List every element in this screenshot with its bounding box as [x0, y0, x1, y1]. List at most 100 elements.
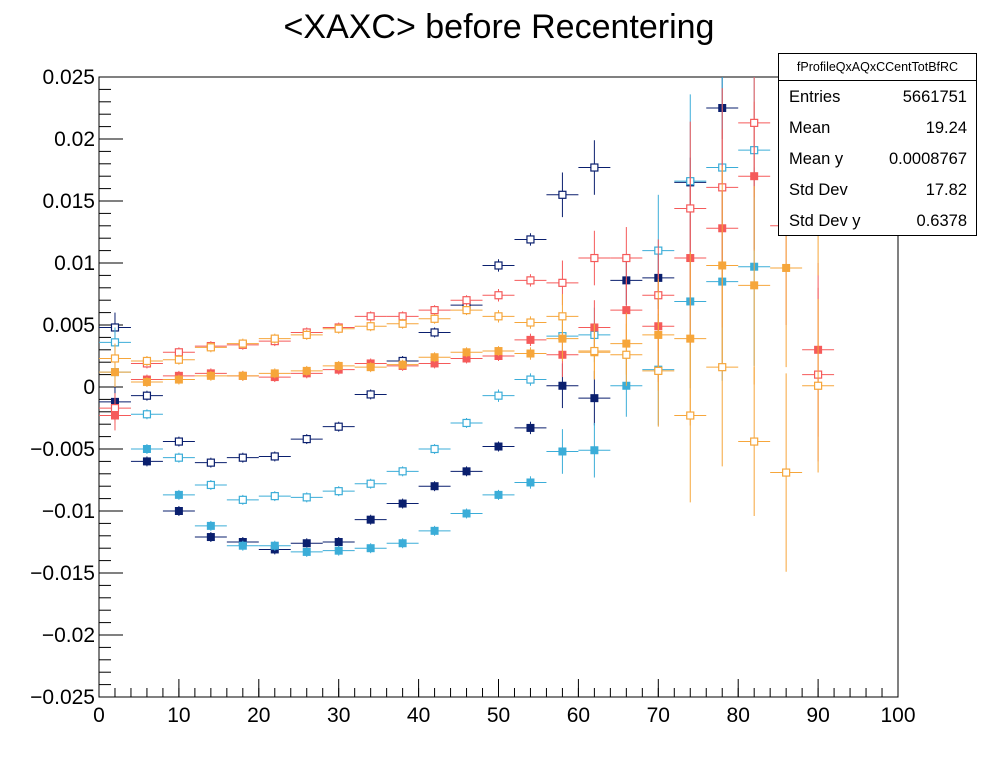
x-tick-label: 70	[647, 704, 670, 727]
stats-row-mean: Mean 19.24	[779, 112, 976, 143]
data-point	[142, 410, 152, 419]
data-point	[270, 334, 279, 343]
data-point	[206, 371, 215, 380]
data-point	[174, 355, 183, 364]
data-point	[302, 366, 311, 375]
y-tick-label: −0.02	[42, 624, 95, 647]
y-tick-label: −0.025	[30, 686, 95, 709]
stats-value: 0.0008767	[889, 150, 967, 168]
stats-value: 17.82	[925, 181, 967, 199]
data-point	[494, 291, 503, 300]
data-point	[302, 434, 311, 444]
data-point	[174, 490, 183, 499]
data-point	[270, 541, 279, 550]
data-point	[238, 371, 247, 380]
data-point	[270, 369, 279, 378]
chart-title: <XAXC> before Recentering	[284, 8, 715, 46]
y-tick-label: −0.015	[30, 562, 95, 585]
data-point	[813, 381, 823, 390]
data-point	[558, 447, 567, 456]
y-tick-label: 0.02	[54, 128, 95, 151]
data-point	[782, 263, 791, 272]
x-tick-label: 50	[487, 704, 510, 727]
data-point	[494, 347, 503, 356]
data-point	[494, 442, 503, 451]
series-4	[99, 77, 771, 505]
data-point	[398, 319, 407, 328]
stats-box: fProfileQxAQxCCentTotBfRC Entries 566175…	[778, 53, 977, 236]
y-tick-label: 0.005	[42, 314, 95, 337]
data-point	[782, 468, 791, 477]
data-point	[334, 546, 343, 555]
data-point	[366, 515, 375, 524]
data-point	[430, 328, 439, 337]
data-point	[110, 354, 120, 363]
data-series	[99, 77, 835, 572]
data-point	[238, 541, 247, 550]
data-point	[462, 418, 471, 428]
data-point	[430, 314, 439, 323]
data-point	[334, 422, 343, 431]
stats-box-title: fProfileQxAQxCCentTotBfRC	[779, 54, 976, 81]
data-point	[494, 490, 503, 499]
data-point	[206, 480, 215, 490]
data-point	[462, 306, 471, 315]
data-point	[430, 444, 439, 454]
data-point	[206, 533, 215, 542]
data-point	[526, 375, 535, 384]
y-tick-label: −0.005	[30, 438, 95, 461]
data-point	[750, 437, 759, 446]
stats-label: Mean	[789, 119, 831, 137]
data-point	[430, 482, 439, 491]
y-tick-label: −0.01	[42, 500, 95, 523]
stats-label: Std Dev y	[789, 212, 861, 230]
data-point	[366, 544, 375, 553]
data-point	[590, 446, 599, 455]
x-tick-label: 30	[327, 704, 350, 727]
data-point	[686, 411, 695, 420]
data-point	[366, 390, 375, 399]
data-point	[526, 318, 535, 327]
data-point	[302, 493, 311, 502]
data-point	[462, 296, 471, 305]
data-point	[526, 276, 535, 285]
data-point	[398, 467, 407, 476]
data-point	[238, 339, 247, 348]
data-point	[750, 281, 759, 290]
stats-value: 0.6378	[916, 212, 967, 230]
data-point	[174, 453, 183, 462]
series-7	[99, 77, 835, 426]
data-point	[238, 453, 247, 462]
data-point	[238, 495, 247, 504]
stats-row-entries: Entries 5661751	[779, 81, 976, 112]
stats-label: Mean y	[789, 150, 844, 168]
y-tick-label: 0.015	[42, 190, 95, 213]
x-tick-label: 20	[247, 704, 270, 727]
data-point	[142, 457, 151, 466]
x-tick-label: 0	[93, 704, 105, 727]
data-point	[270, 452, 279, 461]
data-point	[206, 458, 215, 467]
data-point	[718, 261, 727, 270]
data-point	[174, 348, 183, 357]
stats-row-std-dev-y: Std Dev y 0.6378	[779, 205, 976, 236]
data-point	[590, 253, 599, 263]
x-tick-label: 10	[167, 704, 190, 727]
data-point	[590, 163, 599, 172]
data-point	[558, 190, 567, 199]
data-point	[366, 363, 375, 372]
data-point	[142, 391, 152, 400]
data-point	[142, 445, 151, 453]
data-point	[494, 261, 503, 270]
data-point	[398, 499, 407, 508]
data-point	[462, 348, 471, 357]
data-point	[590, 394, 599, 403]
data-point	[430, 306, 439, 315]
y-tick-label: 0.01	[54, 252, 95, 275]
data-point	[398, 360, 407, 369]
y-tick-label: 0	[83, 376, 95, 399]
axes: 0 10 20 30 40 50 60 70 80 90 100 −0.025 −0.02 −0.015 −…	[30, 66, 915, 727]
data-point	[366, 322, 375, 331]
stats-row-mean-y: Mean y 0.0008767	[779, 143, 976, 174]
data-point	[558, 312, 567, 321]
